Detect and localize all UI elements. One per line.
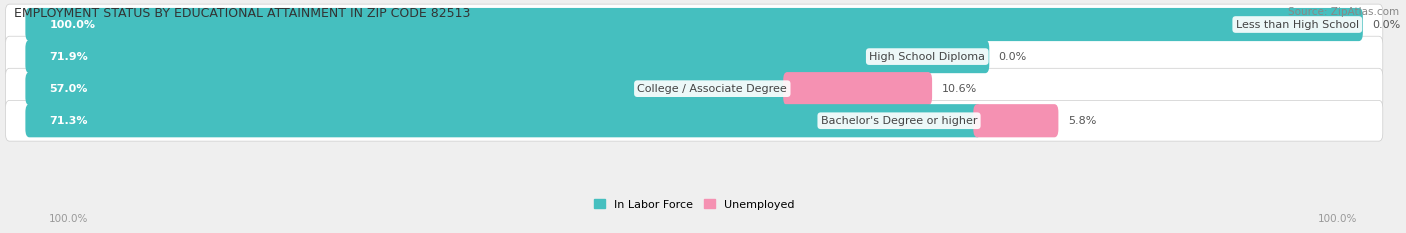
Legend: In Labor Force, Unemployed: In Labor Force, Unemployed: [593, 199, 794, 209]
FancyBboxPatch shape: [25, 40, 990, 73]
FancyBboxPatch shape: [25, 72, 792, 105]
Text: 5.8%: 5.8%: [1067, 116, 1097, 126]
Text: Bachelor's Degree or higher: Bachelor's Degree or higher: [821, 116, 977, 126]
Text: 100.0%: 100.0%: [49, 20, 96, 30]
FancyBboxPatch shape: [6, 100, 1382, 141]
FancyBboxPatch shape: [6, 4, 1382, 45]
Text: EMPLOYMENT STATUS BY EDUCATIONAL ATTAINMENT IN ZIP CODE 82513: EMPLOYMENT STATUS BY EDUCATIONAL ATTAINM…: [14, 7, 471, 20]
Text: 100.0%: 100.0%: [49, 214, 89, 224]
Text: Source: ZipAtlas.com: Source: ZipAtlas.com: [1288, 7, 1399, 17]
Text: 100.0%: 100.0%: [1317, 214, 1357, 224]
FancyBboxPatch shape: [25, 104, 981, 137]
Text: 71.3%: 71.3%: [49, 116, 87, 126]
Text: 71.9%: 71.9%: [49, 51, 89, 62]
Text: 10.6%: 10.6%: [942, 84, 977, 94]
Text: 0.0%: 0.0%: [998, 51, 1026, 62]
FancyBboxPatch shape: [973, 104, 1059, 137]
FancyBboxPatch shape: [6, 68, 1382, 109]
Text: College / Associate Degree: College / Associate Degree: [637, 84, 787, 94]
Text: 57.0%: 57.0%: [49, 84, 87, 94]
Text: High School Diploma: High School Diploma: [869, 51, 986, 62]
Text: Less than High School: Less than High School: [1236, 20, 1358, 30]
Text: 0.0%: 0.0%: [1372, 20, 1400, 30]
FancyBboxPatch shape: [6, 36, 1382, 77]
FancyBboxPatch shape: [783, 72, 932, 105]
FancyBboxPatch shape: [25, 8, 1362, 41]
